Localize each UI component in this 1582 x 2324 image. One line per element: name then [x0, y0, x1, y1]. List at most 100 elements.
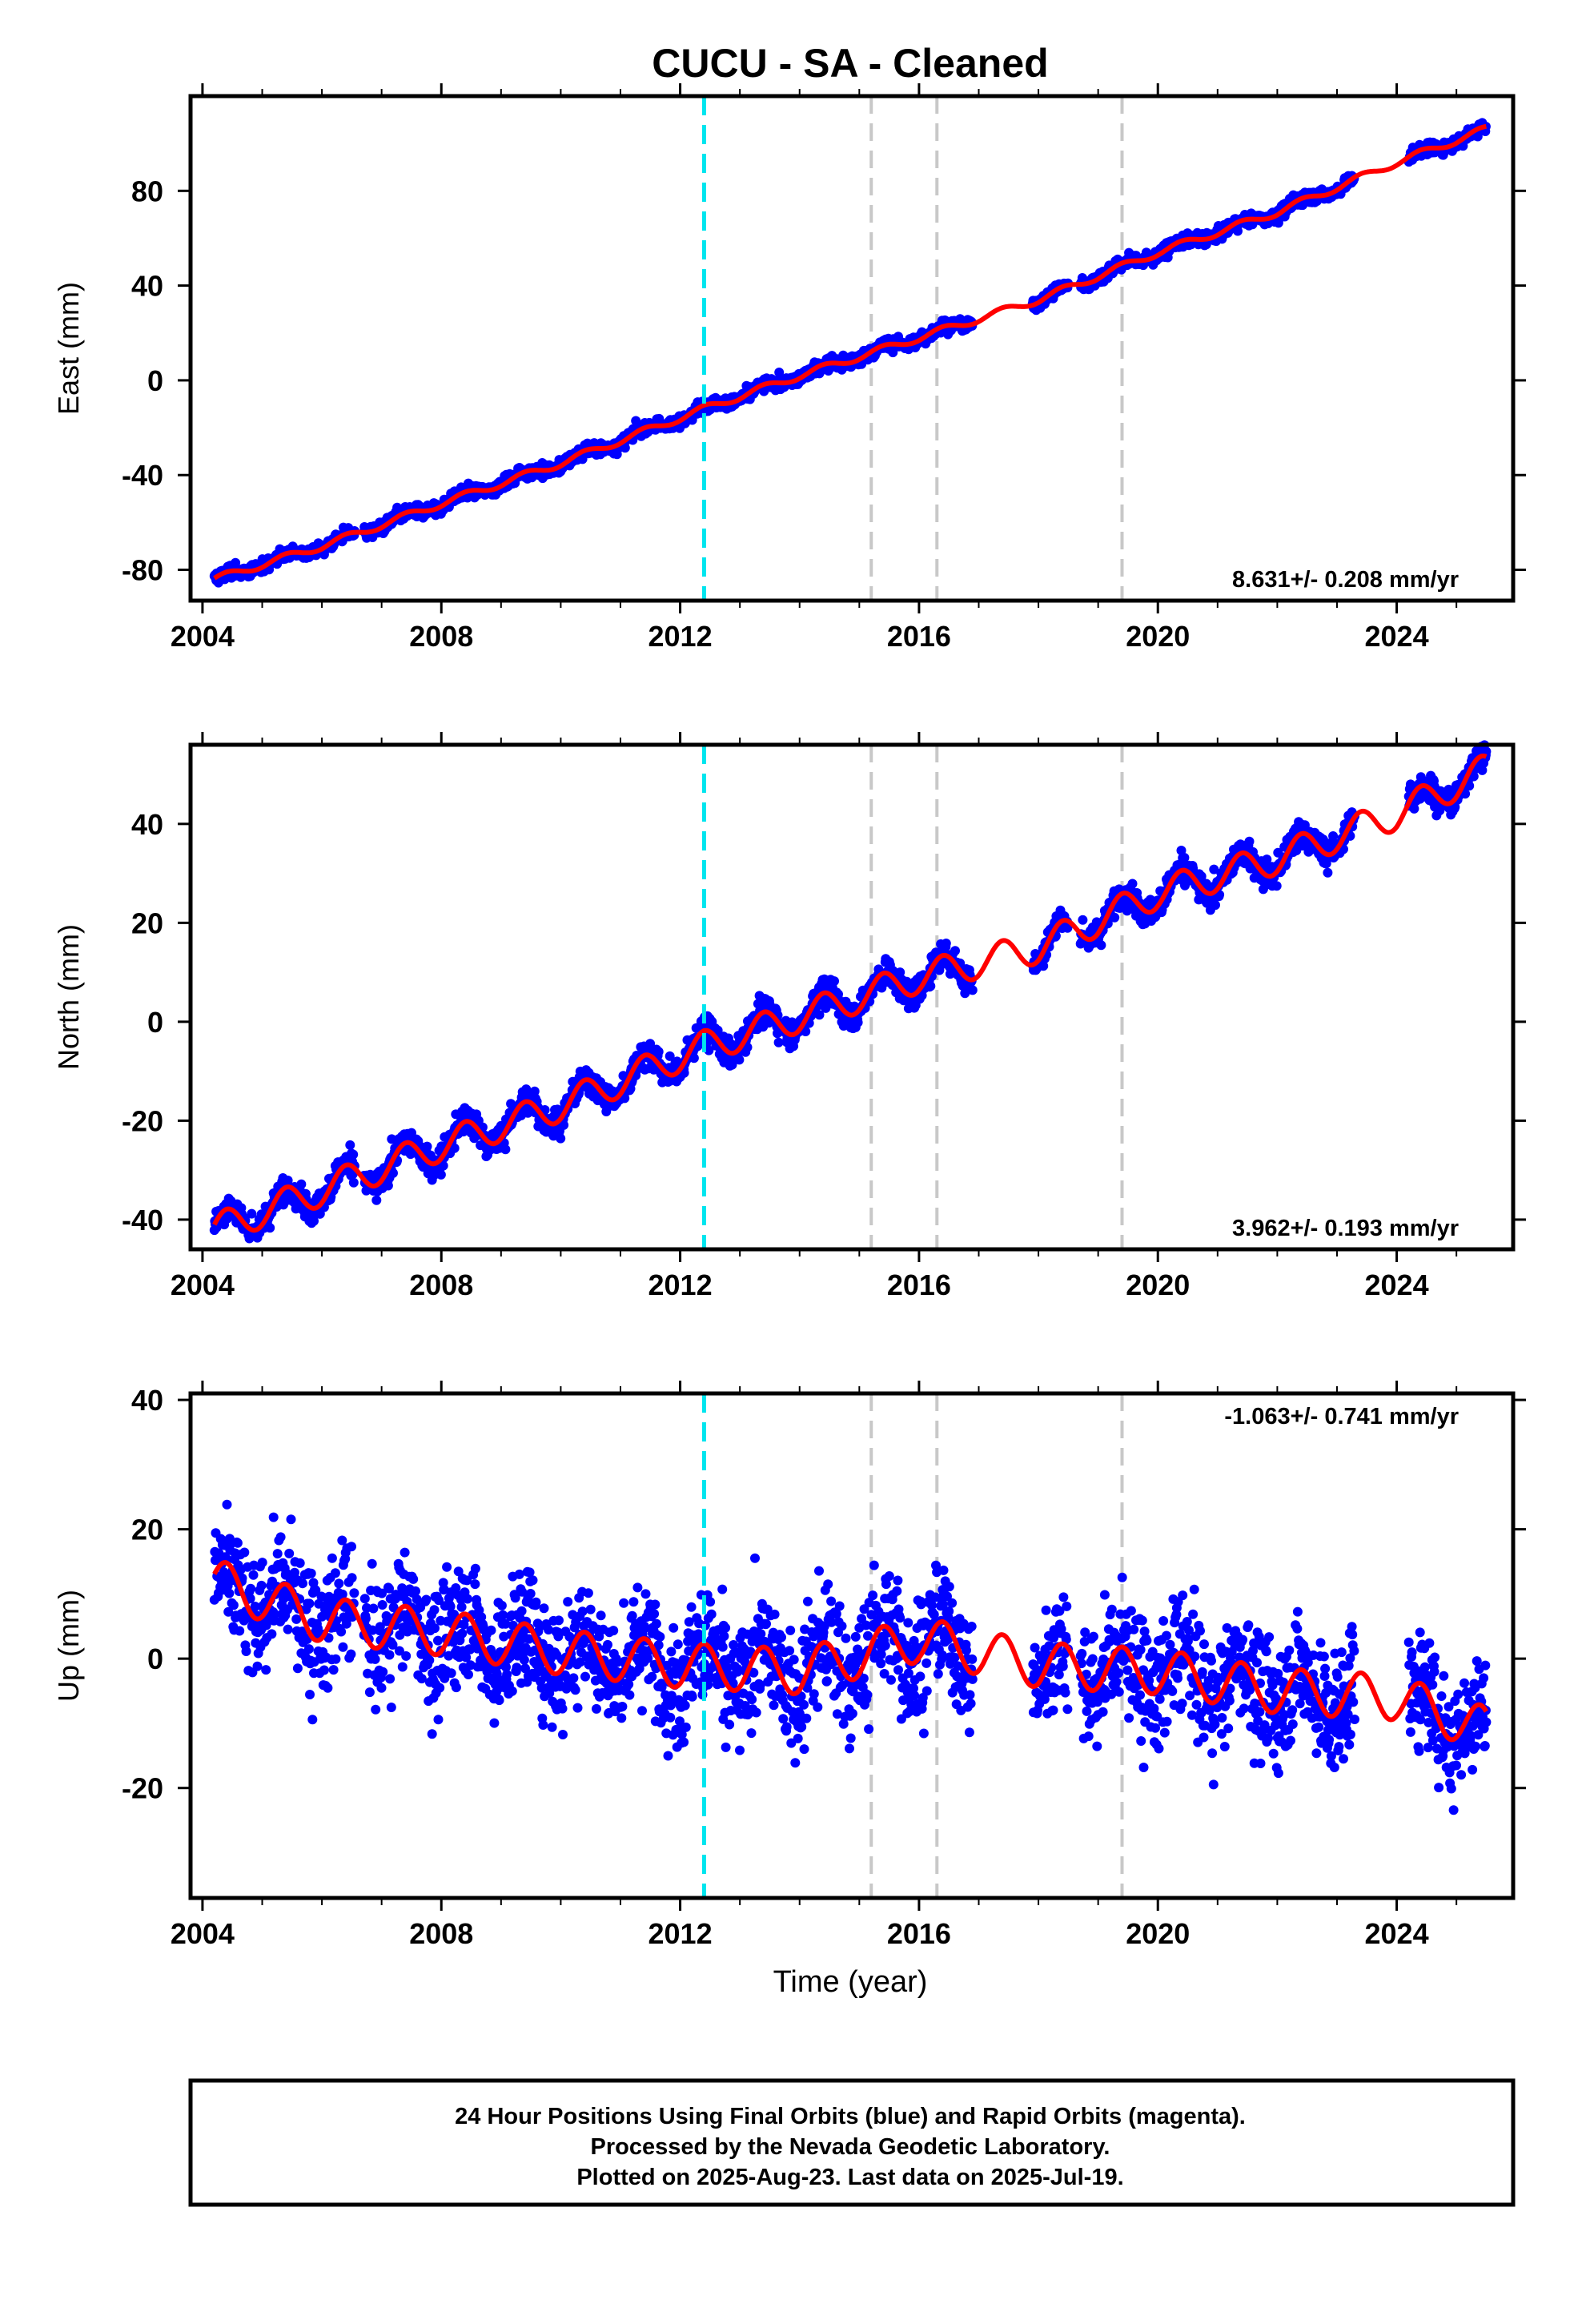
up-data-point: [336, 1626, 347, 1637]
up-data-point: [306, 1568, 316, 1578]
up-data-point: [371, 1704, 381, 1715]
up-data-point: [295, 1558, 305, 1568]
up-data-point: [360, 1614, 371, 1623]
up-data-point: [267, 1629, 277, 1639]
north-ytick-label: 40: [131, 808, 163, 841]
up-data-point: [252, 1661, 263, 1671]
up-data-point: [385, 1674, 396, 1684]
north-rate-label: 3.962+/- 0.193 mm/yr: [1232, 1216, 1459, 1241]
east-ytick-label: 80: [131, 175, 163, 207]
north-data-point: [345, 1140, 355, 1150]
up-data-point: [261, 1665, 271, 1675]
north-data-point: [436, 1169, 446, 1180]
up-data-point: [303, 1644, 314, 1655]
up-data-point: [228, 1600, 239, 1610]
east-ytick-label: 0: [147, 364, 163, 397]
north-ytick-label: 20: [131, 907, 163, 939]
up-data-point: [272, 1549, 283, 1559]
north-data-point: [950, 946, 960, 956]
up-data-point: [256, 1580, 267, 1590]
north-xtick-label: 2016: [887, 1269, 951, 1301]
north-data-point: [1271, 881, 1282, 891]
up-data-point: [284, 1548, 295, 1558]
up-data-point: [319, 1665, 329, 1675]
up-data-point: [397, 1662, 408, 1672]
up-data-point: [292, 1663, 303, 1674]
north-ytick-label: -20: [122, 1104, 163, 1137]
up-data-point: [368, 1603, 379, 1614]
up-data-point: [408, 1574, 419, 1584]
east-xtick-label: 2004: [171, 620, 235, 653]
north-data-point: [348, 1177, 359, 1188]
up-data-point: [241, 1647, 251, 1656]
north-data-point: [1244, 836, 1255, 846]
up-data-point: [232, 1538, 243, 1548]
east-ytick-label: 40: [131, 270, 163, 303]
up-data-point: [305, 1690, 315, 1699]
up-data-point: [376, 1683, 387, 1693]
east-xtick-label: 2016: [887, 620, 951, 653]
north-data-point: [926, 981, 936, 991]
up-data-point: [248, 1570, 259, 1580]
up-data-point: [370, 1654, 380, 1664]
up-data-point: [364, 1687, 375, 1698]
north-data-point: [1323, 867, 1333, 878]
north-xtick-label: 2020: [1126, 1269, 1190, 1301]
up-data-point: [328, 1665, 339, 1675]
up-data-point: [286, 1514, 296, 1525]
north-data-point: [1110, 912, 1120, 923]
up-data-point: [400, 1547, 410, 1558]
up-data-point: [347, 1542, 356, 1552]
up-data-point: [331, 1654, 341, 1664]
north-xtick-label: 2024: [1365, 1269, 1429, 1301]
up-data-point: [327, 1553, 337, 1563]
north-data-point: [1078, 915, 1088, 925]
north-data-point: [265, 1223, 275, 1233]
north-data-point: [296, 1179, 307, 1189]
north-data-point: [422, 1141, 432, 1152]
up-data-point: [347, 1573, 357, 1583]
north-data-point: [653, 1047, 664, 1057]
up-data-point: [268, 1512, 279, 1522]
east-xtick-label: 2012: [648, 620, 713, 653]
north-data-point: [500, 1144, 511, 1155]
north-data-point: [941, 939, 951, 948]
east-ytick-label: -80: [122, 554, 163, 587]
north-data-point: [1096, 940, 1106, 951]
up-data-point: [235, 1626, 245, 1636]
east-axis-label: East (mm): [52, 282, 85, 415]
east-xtick-label: 2020: [1126, 620, 1190, 653]
north-xtick-label: 2004: [171, 1269, 235, 1301]
up-data-point: [330, 1568, 340, 1578]
north-axis-label: North (mm): [52, 924, 85, 1070]
east-data-points: [209, 118, 1491, 588]
east-xtick-label: 2024: [1365, 620, 1429, 653]
east-rate-label: 8.631+/- 0.208 mm/yr: [1232, 567, 1459, 593]
north-data-point: [556, 1133, 566, 1144]
north-data-point: [1127, 879, 1138, 889]
up-data-point: [338, 1642, 348, 1652]
north-data-point: [853, 1017, 863, 1027]
north-xtick-label: 2008: [409, 1269, 473, 1301]
north-data-point: [967, 985, 978, 995]
north-data-point: [829, 976, 839, 987]
up-data-point: [386, 1703, 396, 1712]
north-data-point: [371, 1195, 382, 1205]
up-data-point: [239, 1547, 250, 1558]
up-data-point: [377, 1600, 387, 1610]
up-data-point: [224, 1588, 235, 1598]
up-data-point: [304, 1598, 315, 1609]
up-data-point: [367, 1558, 377, 1569]
up-data-point: [250, 1602, 260, 1611]
north-data-points: [209, 740, 1492, 1244]
up-data-point: [411, 1586, 420, 1596]
up-data-point: [334, 1578, 344, 1589]
east-data-point: [620, 443, 630, 453]
up-data-point: [222, 1499, 232, 1510]
north-xtick-label: 2012: [648, 1269, 713, 1301]
up-data-point: [257, 1558, 267, 1568]
north-data-point: [348, 1149, 359, 1160]
